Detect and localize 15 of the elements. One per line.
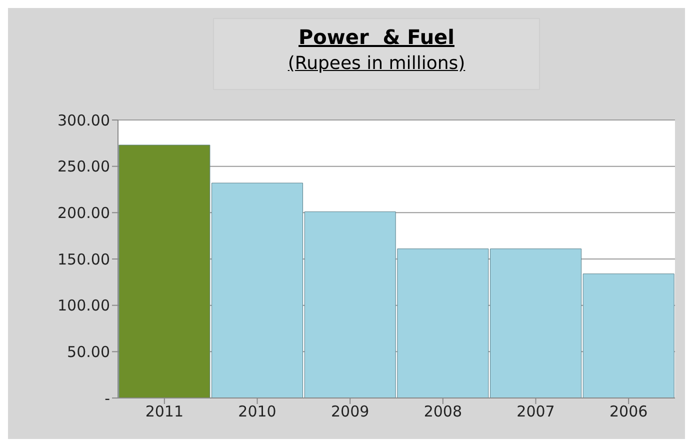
y-tick-label: 150.00 xyxy=(58,250,110,268)
y-tick-label: 300.00 xyxy=(58,111,110,130)
y-tick-label: 200.00 xyxy=(58,204,110,222)
y-tick-label: 100.00 xyxy=(58,296,110,315)
y-tick-label: 250.00 xyxy=(58,158,110,176)
x-tick-label: 2006 xyxy=(609,402,648,421)
x-tick-label: 2008 xyxy=(424,402,462,421)
x-tick-label: 2009 xyxy=(330,402,370,421)
x-tick-label: 2007 xyxy=(516,402,555,421)
y-tick-label: - xyxy=(104,389,110,408)
x-tick-label: 2011 xyxy=(145,402,184,421)
y-tick-label: 50.00 xyxy=(67,342,110,361)
chart-subtitle: (Rupees in millions) xyxy=(286,53,466,74)
chart-title: Power & Fuel xyxy=(298,25,456,49)
x-tick-label: 2010 xyxy=(238,402,276,421)
